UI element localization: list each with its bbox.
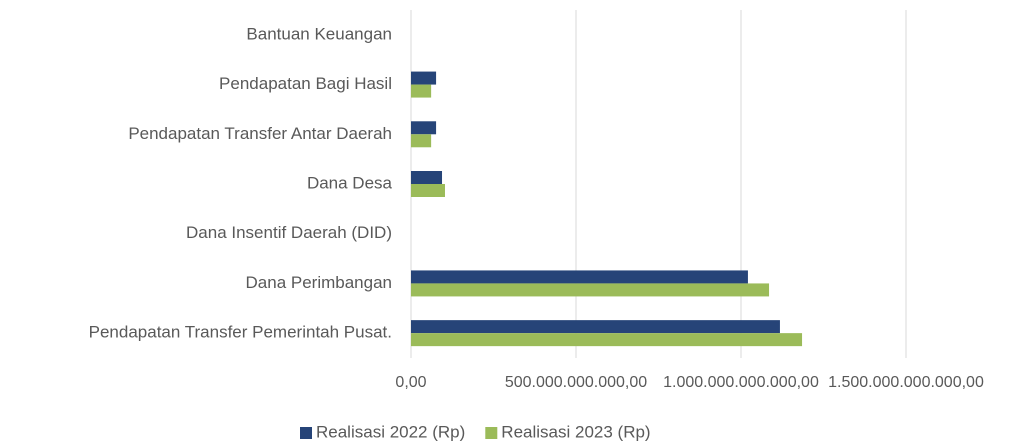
legend-swatch [485, 427, 498, 439]
bar [411, 320, 780, 334]
bar [411, 283, 770, 297]
y-tick-label: Dana Insentif Daerah (DID) [186, 223, 392, 242]
x-tick-label: 1.000.000.000.000,00 [663, 374, 819, 391]
bar [411, 121, 437, 135]
x-tick-label: 1.500.000.000.000,00 [828, 374, 984, 391]
bar [411, 171, 443, 184]
x-tick-label: 0,00 [395, 374, 426, 391]
y-tick-label: Pendapatan Transfer Pemerintah Pusat. [89, 323, 392, 342]
legend-label: Realisasi 2023 (Rp) [501, 422, 650, 441]
x-tick-label: 500.000.000.000,00 [505, 374, 647, 391]
bar [411, 184, 445, 197]
bar [411, 134, 432, 148]
bar [411, 270, 748, 284]
legend-swatch [300, 427, 312, 439]
bar [411, 84, 432, 98]
y-tick-label: Pendapatan Transfer Antar Daerah [128, 124, 392, 143]
legend-label: Realisasi 2022 (Rp) [316, 422, 465, 441]
y-tick-label: Pendapatan Bagi Hasil [219, 74, 392, 93]
bar [411, 333, 803, 347]
y-tick-label: Dana Perimbangan [246, 273, 392, 292]
bar [411, 71, 437, 85]
y-tick-label: Bantuan Keuangan [246, 24, 392, 43]
y-tick-label: Dana Desa [307, 173, 393, 192]
